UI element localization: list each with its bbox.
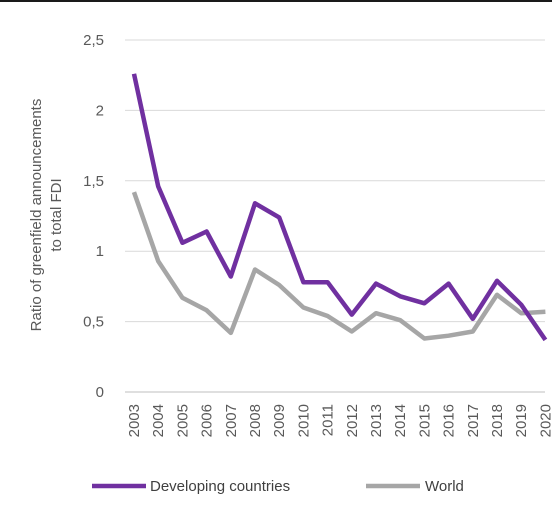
y-tick-label: 0 [96, 384, 104, 401]
y-tick-label: 1,5 [83, 173, 104, 190]
x-tick-label: 2010 [295, 404, 312, 437]
x-tick-label: 2020 [537, 404, 552, 437]
series-lines [131, 73, 548, 342]
y-axis-tick-labels: 0 0,5 1 1,5 2 2,5 [83, 32, 104, 401]
x-tick-label: 2012 [344, 404, 361, 437]
x-tick-label: 2014 [392, 404, 409, 437]
y-tick-label: 2,5 [83, 32, 104, 49]
x-tick-label: 2006 [199, 404, 216, 437]
x-tick-label: 2019 [513, 404, 530, 437]
grid-lines [125, 39, 545, 393]
x-tick-label: 2005 [174, 404, 191, 437]
x-axis-tick-labels: 2003 2004 2005 2006 2007 2008 2009 2010 2011 2012… [126, 404, 552, 437]
x-tick-label: 2016 [441, 404, 458, 437]
y-tick-label: 0,5 [83, 314, 104, 331]
x-tick-label: 2008 [247, 404, 264, 437]
legend: Developing countries World [92, 478, 464, 495]
series-line-world [131, 191, 546, 341]
x-tick-label: 2009 [271, 404, 288, 437]
x-tick-label: 2015 [416, 404, 433, 437]
y-axis-title-line-2: to total FDI [48, 178, 65, 251]
legend-label-world: World [425, 478, 464, 495]
x-tick-label: 2007 [223, 404, 240, 437]
legend-label-developing-countries: Developing countries [150, 478, 290, 495]
x-tick-label: 2003 [126, 404, 143, 437]
y-axis-title-line-1: Ratio of greenfield announcements [28, 99, 45, 332]
x-tick-label: 2018 [489, 404, 506, 437]
x-tick-label: 2017 [465, 404, 482, 437]
x-tick-label: 2013 [368, 404, 385, 437]
y-tick-label: 1 [96, 243, 104, 260]
series-line-developing-countries [131, 73, 548, 342]
x-tick-label: 2011 [320, 404, 337, 436]
y-tick-label: 2 [96, 102, 104, 119]
x-tick-label: 2004 [150, 404, 167, 437]
